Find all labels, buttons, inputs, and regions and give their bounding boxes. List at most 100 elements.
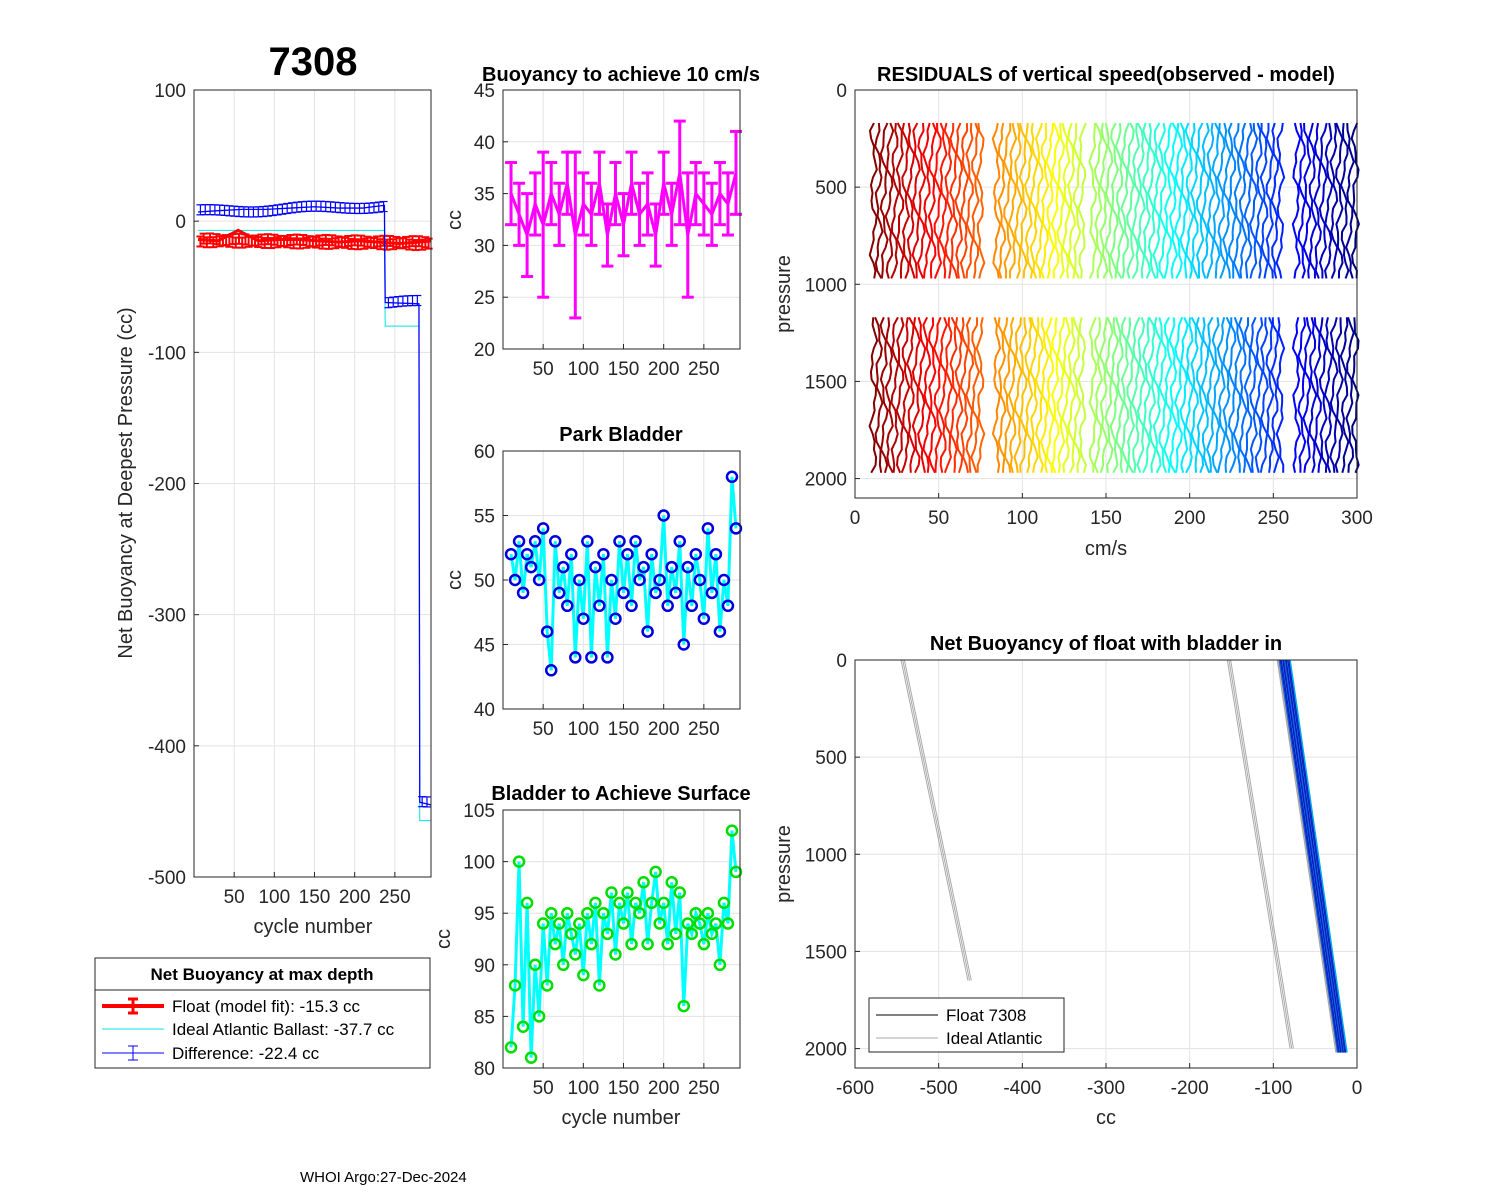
residual-profile <box>1039 317 1050 473</box>
residual-profile <box>1039 123 1050 279</box>
residual-profile <box>1238 122 1248 279</box>
residual-profile <box>1259 317 1269 473</box>
plot-area <box>504 470 743 677</box>
residual-profile <box>879 122 889 279</box>
plot-area <box>504 824 743 1064</box>
surface-bladder-point <box>520 896 534 910</box>
y-tick-label: 0 <box>175 212 186 233</box>
residual-profile <box>1335 122 1344 279</box>
residual-profile <box>906 316 916 473</box>
residual-profile <box>1114 317 1125 473</box>
y-tick-label: -300 <box>148 606 186 627</box>
surface-bladder-point <box>697 937 711 951</box>
x-tick-label: 150 <box>608 719 640 740</box>
park-bladder-point <box>569 651 582 664</box>
residual-profile <box>1024 317 1034 474</box>
panel-buoyancy-10cms: 50 100 150 200 250 20 25 30 35 40 45 Buoyancy to a… <box>444 64 760 380</box>
y-tick-label: 95 <box>474 904 495 925</box>
residual-profile <box>890 122 900 279</box>
residual-profile <box>895 122 905 279</box>
legend-main: Net Buoyancy at max depth Float (model f… <box>94 957 431 1069</box>
residual-profile <box>1184 317 1194 474</box>
residual-profile <box>1237 316 1248 473</box>
park-bladder-point <box>629 535 642 548</box>
surface-bladder-point <box>617 917 630 930</box>
park-bladder-point <box>705 586 719 600</box>
surface-bladder-point <box>661 937 674 951</box>
surface-bladder-point <box>581 906 594 920</box>
residual-profile <box>1318 122 1328 279</box>
residual-profile <box>901 122 911 279</box>
surface-bladder-point <box>548 937 562 951</box>
park-bladder-point <box>729 522 743 535</box>
surface-bladder-point <box>705 927 719 941</box>
residual-profile <box>1098 317 1109 474</box>
residual-profile <box>1147 122 1157 279</box>
residual-profile <box>1297 317 1307 473</box>
legend-ideal-label: Ideal Atlantic Ballast: -37.7 cc <box>172 1020 395 1039</box>
park-bladder-point <box>557 560 570 574</box>
residual-profile <box>1275 317 1286 473</box>
x-tick-label: -400 <box>1003 1078 1041 1099</box>
surface-bladder-point <box>508 979 522 992</box>
y-tick-label: 45 <box>474 636 495 657</box>
residual-profile <box>1265 316 1275 473</box>
residual-profile <box>874 122 884 279</box>
residual-profile <box>1302 317 1312 473</box>
surface-bladder-point <box>613 896 626 910</box>
surface-bladder-point <box>593 979 606 992</box>
residual-profile <box>1249 316 1258 473</box>
panel-title: RESIDUALS of vertical speed(observed - m… <box>877 64 1335 86</box>
residual-profile <box>1211 122 1221 279</box>
y-tick-label: 1500 <box>805 942 847 963</box>
tick-labels: -600 -500 -400 -300 -200 -100 0 0 500 1000 1500 200… <box>805 651 1363 1099</box>
park-bladder-point <box>605 573 618 587</box>
residual-profile <box>1029 317 1039 473</box>
residual-profile <box>1109 317 1120 474</box>
x-tick-label: 150 <box>1090 508 1122 529</box>
residual-profile <box>1104 122 1114 279</box>
residual-profile <box>1152 317 1162 474</box>
plot-area <box>868 122 1360 474</box>
park-bladder-point <box>565 547 578 561</box>
panel-title: Net Buoyancy of float with bladder in <box>930 633 1282 655</box>
residual-profile <box>911 122 921 279</box>
residual-profile <box>868 317 879 474</box>
residual-profile <box>1351 317 1360 474</box>
residual-profile <box>1045 317 1055 473</box>
park-bladder-line <box>509 476 738 671</box>
residual-profile <box>1003 123 1012 279</box>
residual-profile <box>1270 122 1280 279</box>
x-tick-label: -500 <box>920 1078 958 1099</box>
surface-bladder-point <box>605 886 618 899</box>
surface-bladder-line <box>509 830 738 1058</box>
residual-profile <box>975 317 986 473</box>
y-tick-label: 0 <box>836 81 847 102</box>
residual-profile <box>1056 122 1066 279</box>
residual-profile <box>1323 122 1334 279</box>
legend-difference-label: Difference: -22.4 cc <box>172 1044 320 1063</box>
residual-profile <box>911 317 921 474</box>
tick-labels: 50 100 150 200 250 80 85 90 95 100 105 <box>463 801 719 1099</box>
residual-profile <box>1248 122 1259 279</box>
residual-profile <box>938 316 948 473</box>
park-bladder-point <box>613 535 626 548</box>
surface-bladder-point <box>689 906 703 920</box>
residual-profile <box>970 317 981 474</box>
tick-labels: 50 100 150 200 250 20 25 30 35 40 45 <box>474 81 720 380</box>
residual-profile <box>1174 316 1184 473</box>
residual-profile <box>1307 122 1318 279</box>
residual-profile <box>954 317 964 474</box>
x-tick-label: 150 <box>608 359 640 380</box>
surface-bladder-point <box>601 927 614 941</box>
residual-profile <box>868 122 878 279</box>
residual-profile <box>1243 317 1253 474</box>
park-bladder-point <box>689 547 703 561</box>
plot-area <box>196 200 433 822</box>
park-bladder-point <box>585 651 598 664</box>
park-bladder-point <box>701 522 715 535</box>
residual-profile <box>1195 317 1205 474</box>
y-tick-label: 0 <box>836 651 847 672</box>
x-tick-label: 200 <box>339 887 371 908</box>
park-bladder-point <box>653 573 666 587</box>
